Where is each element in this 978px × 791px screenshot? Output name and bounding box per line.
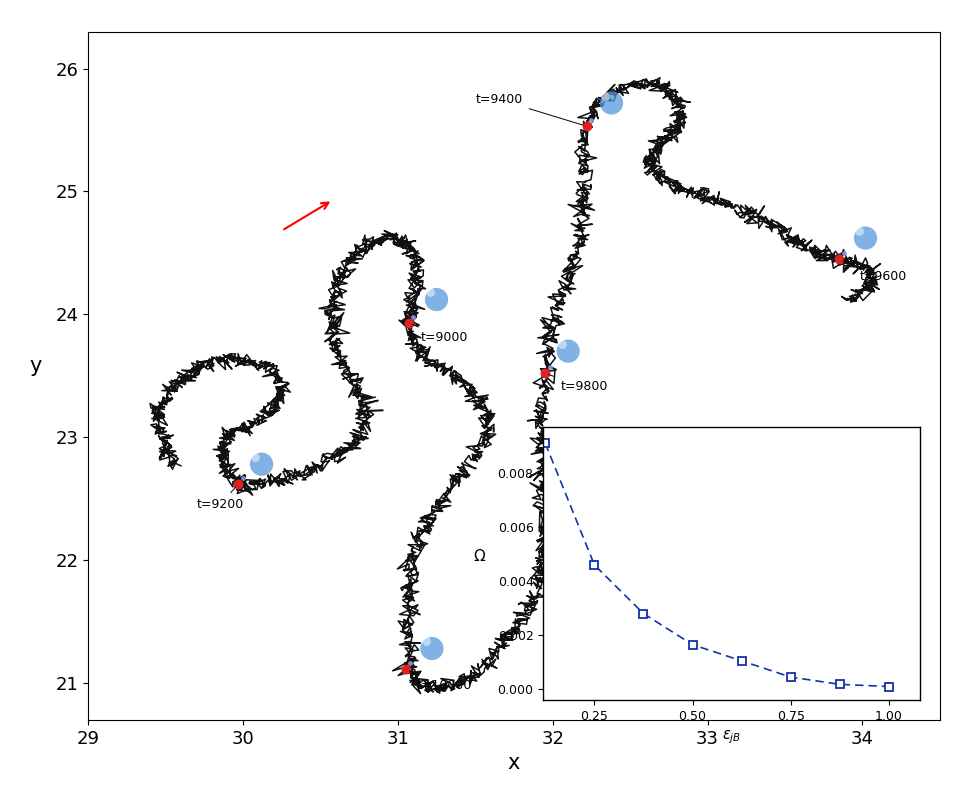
Point: [835, 247, 851, 259]
Point: [422, 286, 438, 298]
Point: [857, 232, 872, 244]
Point: [597, 89, 612, 102]
Point: [400, 316, 416, 329]
Point: [418, 635, 433, 648]
Y-axis label: y: y: [29, 356, 42, 376]
Text: t=9400: t=9400: [474, 93, 582, 125]
Y-axis label: $\Omega$: $\Omega$: [472, 547, 486, 563]
Point: [603, 97, 619, 109]
Point: [830, 252, 846, 265]
Point: [578, 120, 594, 133]
Point: [230, 478, 245, 490]
Point: [423, 642, 439, 655]
Point: [253, 458, 269, 471]
X-axis label: $\varepsilon_{jB}$: $\varepsilon_{jB}$: [722, 729, 740, 746]
Point: [397, 663, 413, 676]
Point: [541, 361, 556, 373]
Text: t=10000: t=10000: [409, 671, 471, 692]
Point: [583, 114, 599, 127]
Point: [402, 657, 418, 670]
Text: t=9200: t=9200: [197, 487, 244, 512]
Text: t=9800: t=9800: [549, 375, 607, 393]
Text: t=9000: t=9000: [412, 324, 467, 344]
Point: [851, 225, 867, 237]
Point: [247, 451, 263, 464]
Point: [235, 471, 250, 484]
Point: [537, 367, 553, 380]
X-axis label: x: x: [508, 753, 519, 773]
Point: [554, 338, 569, 350]
Point: [428, 293, 444, 306]
Point: [405, 310, 421, 323]
Point: [559, 345, 575, 358]
Text: t=9600: t=9600: [842, 260, 906, 283]
